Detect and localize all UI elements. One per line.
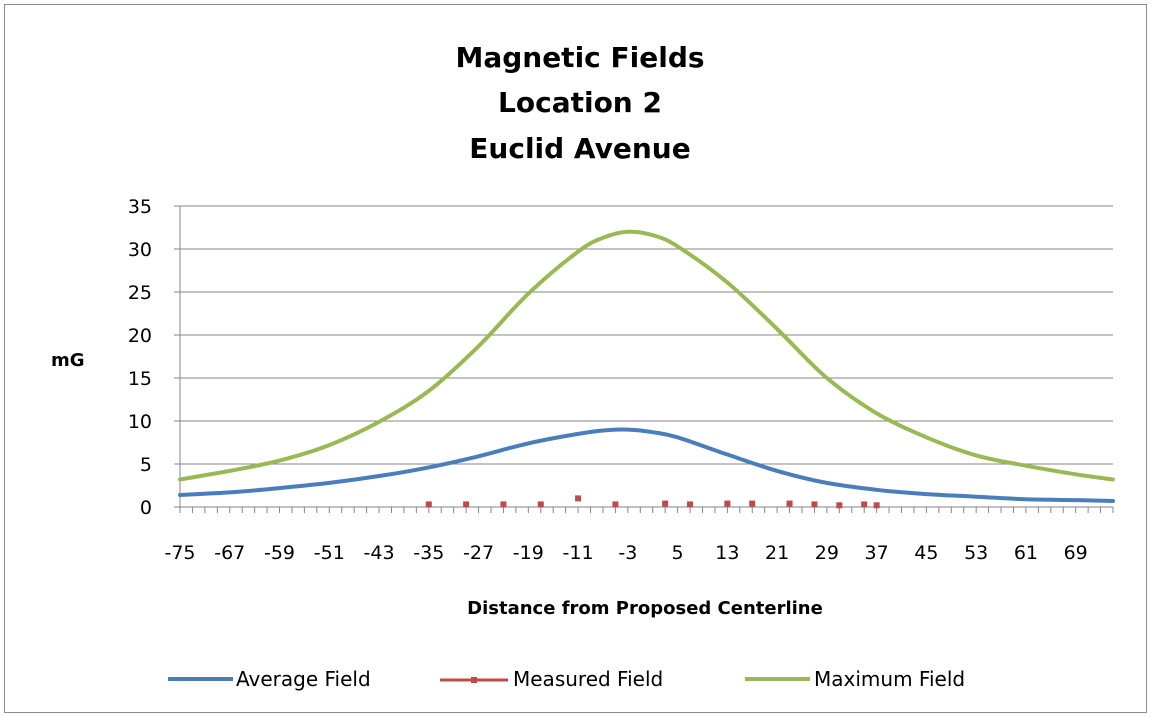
measured-point <box>662 500 669 507</box>
measured-point <box>537 501 544 508</box>
x-tick-label: 13 <box>715 542 739 564</box>
measured-point <box>575 495 582 502</box>
x-tick-label: -75 <box>164 542 195 564</box>
y-tick-label: 10 <box>128 411 152 433</box>
y-axis-title: mG <box>51 350 85 371</box>
x-tick-label: -67 <box>214 542 245 564</box>
x-tick-label: -35 <box>413 542 444 564</box>
x-tick-label: -43 <box>364 542 395 564</box>
x-tick-label: -51 <box>314 542 345 564</box>
measured-point <box>500 501 507 508</box>
legend-average-field-label: Average Field <box>236 667 371 691</box>
x-tick-label: -11 <box>563 542 594 564</box>
series-measured-field <box>425 495 880 509</box>
gridlines <box>180 205 1113 465</box>
measured-point <box>687 501 694 508</box>
x-tick-label: -19 <box>513 542 544 564</box>
measured-point <box>786 500 793 507</box>
measured-point <box>463 501 470 508</box>
measured-point <box>861 501 868 508</box>
chart-title-line-1: Magnetic Fields <box>455 41 704 74</box>
series-average-field <box>178 427 1115 503</box>
measured-point <box>836 502 843 509</box>
measured-point <box>612 501 619 508</box>
x-axis-title: Distance from Proposed Centerline <box>467 598 823 619</box>
legend-maximum-field-label: Maximum Field <box>814 667 965 691</box>
x-tick-label: 5 <box>672 542 684 564</box>
x-tick-labels: -75 -67 -59 -51 -43 -35 -27 -19 -11 -3 5 13 21 29 37 45… <box>164 542 1087 564</box>
series-line <box>178 229 1115 482</box>
x-tick-label: 37 <box>865 542 889 564</box>
x-tick-label: 61 <box>1014 542 1038 564</box>
measured-point <box>425 501 432 508</box>
x-tick-label: -3 <box>618 542 637 564</box>
x-tick-label: 69 <box>1064 542 1088 564</box>
x-tick-label: -59 <box>264 542 295 564</box>
axes <box>174 205 1114 513</box>
chart-title-line-2: Location 2 <box>498 86 662 119</box>
legend: Average Field Measured Field Maximum Fie… <box>168 667 965 691</box>
x-tick-label: 21 <box>765 542 789 564</box>
y-tick-label: 20 <box>128 325 152 347</box>
chart-title-group: Magnetic Fields Location 2 Euclid Avenue <box>455 41 704 165</box>
chart-title-line-3: Euclid Avenue <box>469 132 690 165</box>
series-line <box>178 427 1115 503</box>
x-tick-label: -27 <box>463 542 494 564</box>
y-tick-label: 0 <box>140 497 152 519</box>
y-tick-label: 25 <box>128 282 152 304</box>
chart-frame <box>4 4 1147 713</box>
x-tick-label: 29 <box>815 542 839 564</box>
series-maximum-field <box>178 229 1115 482</box>
x-tick-label: 53 <box>964 542 988 564</box>
y-tick-labels: 0 5 10 15 20 25 30 35 <box>128 196 152 519</box>
measured-point <box>873 502 880 509</box>
measured-point <box>724 500 731 507</box>
y-tick-label: 35 <box>128 196 152 218</box>
y-tick-label: 30 <box>128 239 152 261</box>
x-tick-label: 45 <box>914 542 938 564</box>
series-group <box>178 229 1115 509</box>
legend-measured-field-label: Measured Field <box>513 667 663 691</box>
y-tick-label: 15 <box>128 368 152 390</box>
measured-point <box>811 501 818 508</box>
measured-point <box>749 500 756 507</box>
legend-measured-field-marker <box>471 677 477 683</box>
y-tick-label: 5 <box>140 454 152 476</box>
